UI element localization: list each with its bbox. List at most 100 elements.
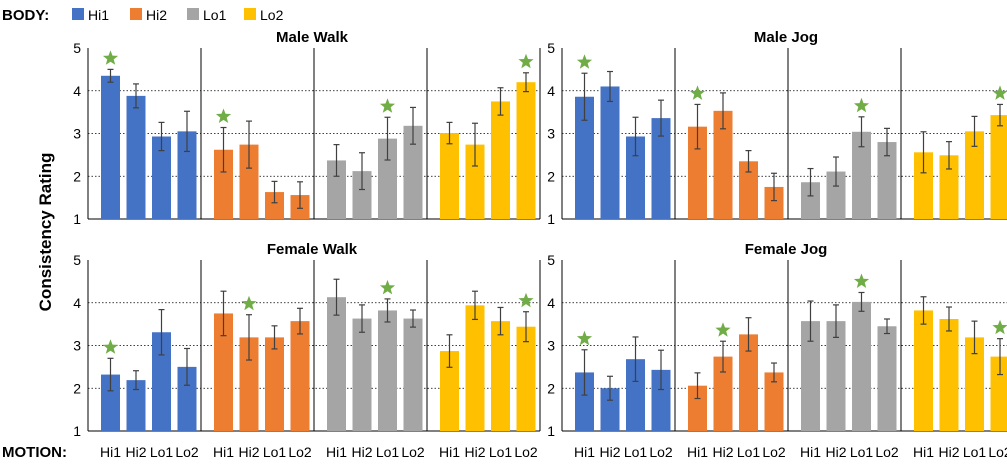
bar-hi1-hi1 (575, 96, 594, 219)
y-axis-label: Consistency Rating (36, 153, 55, 312)
legend-label-lo1: Lo1 (203, 7, 227, 23)
bar-hi1-hi1 (101, 374, 120, 431)
bar-hi1-hi2 (600, 388, 620, 431)
bar-hi1-lo2 (177, 131, 197, 219)
x-tick-label-hi1: Hi1 (100, 444, 121, 460)
y-tick-label: 5 (547, 252, 555, 268)
legend-swatch-lo2 (244, 8, 256, 20)
group-lo1 (787, 48, 902, 220)
panel-title: Female Jog (745, 241, 828, 258)
y-tick-label: 2 (73, 168, 81, 184)
bar-hi2-lo2 (764, 372, 784, 431)
bar-lo2-hi2 (939, 318, 959, 431)
group-lo2 (900, 48, 1007, 220)
x-tick-label-lo2: Lo2 (401, 444, 425, 460)
bar-lo1-lo2 (403, 318, 423, 431)
y-tick-label: 2 (547, 168, 555, 184)
bar-hi2-hi1 (688, 385, 707, 431)
bar-lo2-lo1 (965, 337, 984, 431)
bar-hi1-lo1 (152, 332, 171, 431)
legend-swatch-hi1 (72, 8, 84, 20)
legend-label-hi1: Hi1 (88, 7, 109, 23)
significance-star-icon (215, 108, 232, 123)
bar-hi2-hi2 (713, 356, 733, 431)
y-tick-label: 3 (73, 126, 81, 142)
y-tick-label: 2 (73, 380, 81, 396)
significance-star-icon (241, 295, 257, 311)
y-tick-label: 3 (73, 338, 81, 354)
x-tick-label-hi2: Hi2 (125, 444, 146, 460)
bar-hi2-hi1 (688, 126, 707, 219)
x-tick-label-lo1: Lo1 (489, 444, 513, 460)
bar-lo1-hi2 (826, 171, 846, 219)
x-tick-label-hi2: Hi2 (351, 444, 372, 460)
bar-hi2-lo1 (265, 192, 284, 219)
y-tick-label: 1 (547, 423, 555, 439)
bar-lo2-hi2 (939, 155, 959, 219)
group-hi1: Hi1 Hi2 Lo1 Lo2 (87, 260, 202, 460)
bar-lo2-lo1 (491, 321, 510, 431)
legend-items: Hi1 Hi2 Lo1 Lo2 (72, 7, 284, 23)
x-tick-label-lo2: Lo2 (988, 444, 1007, 460)
panel-title: Male Walk (276, 29, 349, 46)
group-hi1 (561, 48, 676, 220)
bar-lo1-hi1 (327, 297, 346, 431)
significance-star-icon (576, 54, 593, 69)
bar-lo1-lo2 (877, 326, 897, 431)
legend-swatch-lo1 (187, 8, 199, 20)
x-tick-label-lo2: Lo2 (288, 444, 312, 460)
x-tick-label-lo2: Lo2 (875, 444, 899, 460)
bar-lo1-hi2 (352, 318, 372, 431)
bar-lo1-lo1 (378, 310, 397, 431)
bar-hi1-hi2 (126, 95, 146, 219)
bar-lo2-lo2 (990, 115, 1007, 219)
x-tick-label-hi1: Hi1 (213, 444, 234, 460)
x-tick-label-hi2: Hi2 (238, 444, 259, 460)
bar-lo2-lo2 (516, 326, 536, 431)
y-tick-label: 4 (547, 83, 555, 99)
y-tick-label: 2 (547, 380, 555, 396)
bar-hi2-hi1 (214, 313, 233, 431)
significance-star-icon (853, 97, 870, 113)
bar-lo1-lo1 (852, 301, 871, 431)
significance-star-icon (102, 339, 119, 354)
group-hi2 (674, 48, 789, 220)
significance-star-icon (992, 85, 1007, 100)
significance-star-icon (992, 319, 1007, 335)
x-tick-label-hi1: Hi1 (326, 444, 347, 460)
y-tick-label: 5 (73, 252, 81, 268)
x-tick-label-lo1: Lo1 (624, 444, 648, 460)
bar-lo2-hi2 (465, 144, 485, 219)
x-tick-label-hi1: Hi1 (687, 444, 708, 460)
legend: BODY: Hi1 Hi2 Lo1 Lo2 (2, 7, 284, 24)
x-tick-label-lo1: Lo1 (850, 444, 874, 460)
bar-hi2-hi2 (239, 337, 259, 431)
panel-title: Female Walk (267, 241, 358, 258)
bar-lo1-hi1 (801, 321, 820, 431)
bar-lo2-hi1 (440, 133, 459, 219)
y-tick-label: 1 (73, 211, 81, 227)
bar-hi1-lo2 (651, 118, 671, 219)
x-tick-label-hi2: Hi2 (825, 444, 846, 460)
bar-hi1-hi2 (126, 380, 146, 431)
significance-star-icon (853, 273, 870, 288)
group-lo1: Hi1 Hi2 Lo1 Lo2 (787, 260, 902, 460)
y-tick-label: 4 (73, 295, 81, 311)
bar-lo2-hi2 (465, 305, 485, 431)
significance-star-icon (715, 322, 731, 337)
y-tick-label: 5 (547, 40, 555, 56)
bar-hi2-lo2 (290, 321, 310, 431)
x-tick-label-lo1: Lo1 (376, 444, 400, 460)
bar-lo1-hi1 (801, 182, 820, 219)
group-hi1 (87, 48, 202, 220)
y-tick-label: 1 (547, 211, 555, 227)
significance-star-icon (518, 53, 534, 69)
bar-lo1-lo2 (877, 142, 897, 219)
legend-label-hi2: Hi2 (146, 7, 167, 23)
significance-star-icon (102, 50, 119, 65)
y-tick-label: 1 (73, 423, 81, 439)
bar-hi2-lo1 (739, 334, 758, 431)
x-tick-label-lo2: Lo2 (514, 444, 538, 460)
bar-lo2-lo2 (990, 356, 1007, 431)
